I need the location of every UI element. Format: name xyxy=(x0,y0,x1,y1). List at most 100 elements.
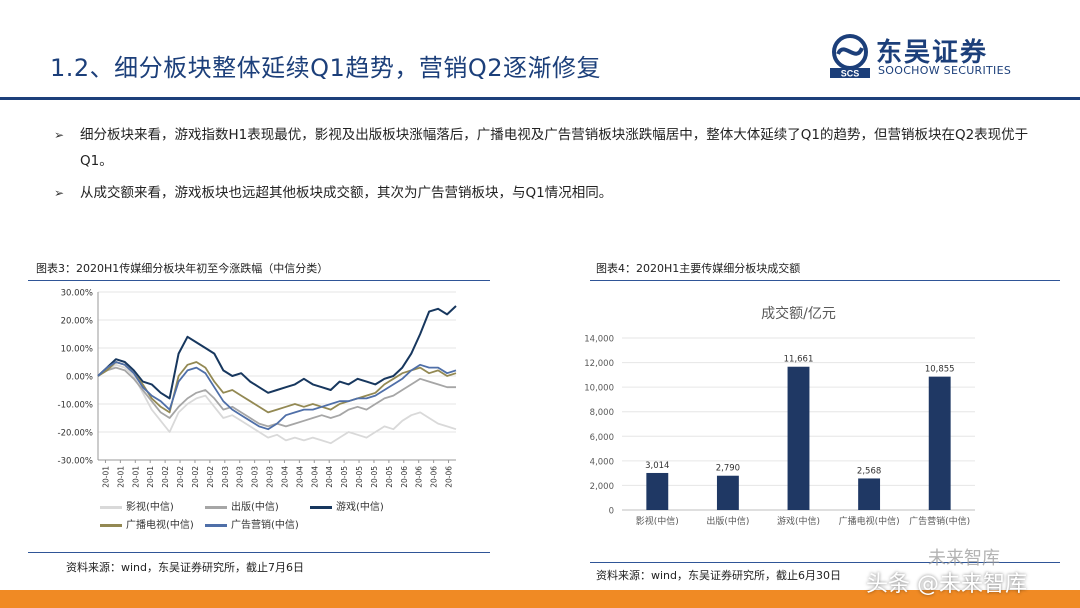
bar-value-label: 11,661 xyxy=(784,355,814,365)
logo-mark-text: SCS xyxy=(841,69,860,79)
x-tick-label: 20-06 xyxy=(400,466,409,488)
legend-label: 广告营销(中信) xyxy=(231,520,299,531)
chart4-caption-rule xyxy=(590,280,1060,281)
chart3-caption: 图表3：2020H1传媒细分板块年初至今涨跌幅（中信分类） xyxy=(36,262,329,275)
x-category-label: 出版(中信) xyxy=(706,515,749,527)
x-category-label: 广告营销(中信) xyxy=(909,515,970,527)
y-tick-label: 20.00% xyxy=(61,317,93,327)
x-tick-label: 20-05 xyxy=(385,466,394,488)
legend-swatch xyxy=(100,505,122,509)
x-tick-label: 20-04 xyxy=(325,466,334,488)
y-tick-label: 0 xyxy=(609,507,614,517)
series-line xyxy=(97,361,457,414)
x-tick-label: 20-02 xyxy=(161,466,170,488)
x-tick-label: 20-03 xyxy=(251,466,260,488)
bar xyxy=(646,472,669,510)
source-rule-right xyxy=(590,562,1060,563)
bullet-item: ➢ 从成交额来看，游戏板块也远超其他板块成交额，其次为广告营销板块，与Q1情况相… xyxy=(54,180,1044,206)
page-title: 1.2、细分板块整体延续Q1趋势，营销Q2逐渐修复 xyxy=(50,54,601,82)
bar-value-label: 10,855 xyxy=(925,365,955,375)
x-tick-label: 20-05 xyxy=(340,466,349,488)
y-tick-label: 8,000 xyxy=(590,408,614,418)
x-tick-label: 20-01 xyxy=(146,466,155,488)
arrow-bullet-icon: ➢ xyxy=(54,186,65,200)
source-rule-left xyxy=(28,552,490,553)
legend-item-guanggao: 广告营销(中信) xyxy=(205,516,299,531)
x-tick-label: 20-02 xyxy=(206,466,215,488)
x-tick-label: 20-01 xyxy=(116,466,125,488)
summary-bullets: ➢ 细分板块来看，游戏指数H1表现最优，影视及出版板块涨幅落后，广播电视及广告营… xyxy=(54,122,1044,212)
series-line xyxy=(97,361,457,431)
soochow-logo-icon: SCS xyxy=(830,34,870,79)
chart4-caption: 图表4：2020H1主要传媒细分板块成交额 xyxy=(596,262,801,275)
bar-value-label: 2,568 xyxy=(857,466,881,476)
footer-bar xyxy=(0,590,1080,608)
x-tick-label: 20-06 xyxy=(430,466,439,488)
series-line xyxy=(97,363,457,445)
bar xyxy=(787,366,810,510)
watermark: 头条 @未来智库 xyxy=(866,572,1027,597)
bar-chart-title: 成交额/亿元 xyxy=(761,305,836,322)
series-line xyxy=(97,305,457,400)
x-category-label: 影视(中信) xyxy=(636,515,679,527)
legend-label: 游戏(中信) xyxy=(336,502,384,513)
y-tick-label: 2,000 xyxy=(590,482,614,492)
y-tick-label: 6,000 xyxy=(590,433,614,443)
legend-item-yingshi: 影视(中信) xyxy=(100,498,174,513)
y-tick-label: 10.00% xyxy=(61,345,93,355)
legend-label: 影视(中信) xyxy=(126,502,174,513)
legend-label: 出版(中信) xyxy=(231,502,279,513)
y-tick-label: 4,000 xyxy=(590,457,614,467)
bullet-item: ➢ 细分板块来看，游戏指数H1表现最优，影视及出版板块涨幅落后，广播电视及广告营… xyxy=(54,122,1044,174)
x-category-label: 广播电视(中信) xyxy=(839,515,900,527)
bar-value-label: 2,790 xyxy=(716,464,740,474)
y-tick-label: 10,000 xyxy=(584,384,614,394)
y-tick-label: -30.00% xyxy=(58,457,93,467)
x-tick-label: 20-01 xyxy=(101,466,110,488)
bullet-text: 从成交额来看，游戏板块也远超其他板块成交额，其次为广告营销板块，与Q1情况相同。 xyxy=(80,185,613,201)
legend-item-guangbo: 广播电视(中信) xyxy=(100,516,194,531)
legend-swatch xyxy=(310,505,332,509)
x-tick-label: 20-03 xyxy=(236,466,245,488)
legend-swatch xyxy=(205,505,227,509)
legend-swatch xyxy=(100,523,122,527)
y-tick-label: -10.00% xyxy=(58,401,93,411)
chart3-caption-rule xyxy=(28,280,490,281)
bar xyxy=(928,376,951,510)
legend-item-chuban: 出版(中信) xyxy=(205,498,279,513)
bar xyxy=(716,475,739,510)
x-category-label: 游戏(中信) xyxy=(777,515,820,527)
watermark-faint: 未来智库 xyxy=(928,548,1000,569)
x-tick-label: 20-03 xyxy=(221,466,230,488)
x-tick-label: 20-04 xyxy=(310,466,319,488)
y-tick-label: -20.00% xyxy=(58,429,93,439)
source-right: 资料来源：wind，东吴证券研究所，截止6月30日 xyxy=(596,569,842,582)
bar-chart: 成交额/亿元 14,000 12,000 10,000 8,000 6,000 4,000 2… xyxy=(584,305,975,527)
x-tick-label: 20-06 xyxy=(415,466,424,488)
bar xyxy=(858,478,881,510)
x-tick-label: 20-02 xyxy=(191,466,200,488)
line-chart-background xyxy=(28,284,490,494)
x-tick-label: 20-01 xyxy=(131,466,140,488)
y-tick-label: 0.00% xyxy=(66,373,93,383)
bar-value-label: 3,014 xyxy=(645,461,669,471)
company-logo: SCS 东吴证券 SOOCHOW SECURITIES xyxy=(828,34,1038,82)
logo-english-name: SOOCHOW SECURITIES xyxy=(878,64,1012,77)
logo-chinese-name: 东吴证券 xyxy=(876,38,989,68)
x-tick-label: 20-03 xyxy=(266,466,275,488)
legend-label: 广播电视(中信) xyxy=(126,520,194,531)
source-left: 资料来源：wind，东吴证券研究所，截止7月6日 xyxy=(66,561,305,574)
x-tick-label: 20-06 xyxy=(445,466,454,488)
legend-swatch xyxy=(205,523,227,527)
x-tick-label: 20-05 xyxy=(370,466,379,488)
x-tick-label: 20-02 xyxy=(176,466,185,488)
line-chart-legend: 影视(中信) 出版(中信) 游戏(中信) 广播电视(中信) 广告营销(中信) xyxy=(90,496,490,536)
x-tick-label: 20-04 xyxy=(280,466,289,488)
bullet-text: 细分板块来看，游戏指数H1表现最优，影视及出版板块涨幅落后，广播电视及广告营销板… xyxy=(80,127,1029,169)
y-tick-label: 12,000 xyxy=(584,359,614,369)
y-tick-label: 30.00% xyxy=(61,289,93,299)
header-divider xyxy=(0,97,1080,100)
arrow-bullet-icon: ➢ xyxy=(54,128,65,142)
line-chart: 30.00% 20.00% 10.00% 0.00% -10.00% -20.00% -30… xyxy=(28,284,490,494)
y-tick-label: 14,000 xyxy=(584,335,614,345)
